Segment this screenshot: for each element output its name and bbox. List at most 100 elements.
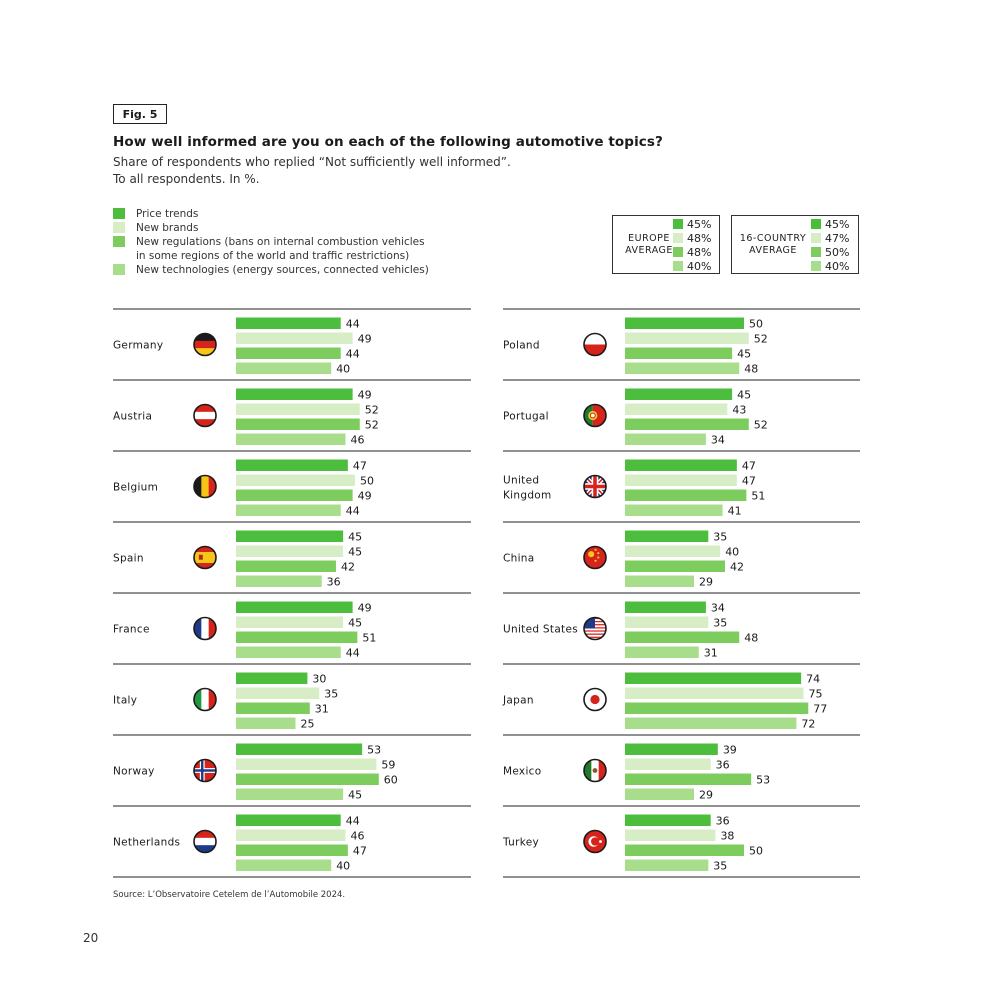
bar-turkey-new-technologies xyxy=(625,859,709,871)
country-label-turkey: Turkey xyxy=(502,837,539,849)
bar-value-belgium-new-brands: 50 xyxy=(360,475,374,488)
figure-label: Fig. 5 xyxy=(113,104,167,124)
flag-body xyxy=(194,404,216,427)
flag-stripe xyxy=(194,688,202,711)
bar-value-united-states-new-brands: 35 xyxy=(713,617,727,630)
flag-outline xyxy=(193,403,217,428)
norway-flag-icon xyxy=(193,758,217,783)
avg-value: 47% xyxy=(825,231,850,245)
flag-stripe xyxy=(201,475,209,498)
flag-stripe xyxy=(194,563,216,569)
flag-cross xyxy=(201,759,204,782)
legend-swatch xyxy=(113,236,125,247)
flag-star xyxy=(597,552,600,555)
flag-body xyxy=(194,759,216,782)
country-label-spain: Spain xyxy=(113,553,144,565)
flag-stripe xyxy=(194,404,216,413)
bar-netherlands-new-brands xyxy=(236,829,346,841)
avg-label-line-1: EUROPE xyxy=(628,233,670,244)
flag-cross xyxy=(584,483,606,490)
bar-value-belgium-new-technologies: 44 xyxy=(346,505,360,518)
bar-value-united-states-new-technologies: 31 xyxy=(704,647,718,660)
flag-outline xyxy=(193,758,217,783)
bar-value-mexico-new-regulations: 53 xyxy=(756,774,770,787)
bar-value-belgium-new-regulations: 49 xyxy=(358,490,372,503)
country16-average-label: 16-COUNTRY AVERAGE xyxy=(738,233,808,257)
bar-value-japan-price-trends: 74 xyxy=(806,673,820,686)
poland-flag-icon xyxy=(583,332,607,357)
bar-value-poland-new-regulations: 45 xyxy=(737,348,751,361)
flag-body xyxy=(194,688,216,711)
bar-value-portugal-price-trends: 45 xyxy=(737,389,751,402)
flag-outline xyxy=(583,687,607,712)
bar-norway-new-regulations xyxy=(236,773,379,785)
bar-china-new-brands xyxy=(625,545,721,557)
bar-united-states-price-trends xyxy=(625,601,706,613)
bar-china-new-regulations xyxy=(625,560,725,572)
flag-stripe xyxy=(584,622,606,625)
flag-body xyxy=(194,830,216,853)
page-number: 20 xyxy=(83,931,99,945)
uk-flag-icon xyxy=(583,474,607,499)
bar-value-united-states-new-regulations: 48 xyxy=(744,632,758,645)
avg-value: 45% xyxy=(825,217,850,231)
flag-stripe xyxy=(194,830,216,839)
avg-label-line-2: AVERAGE xyxy=(749,245,797,256)
avg-swatch xyxy=(673,219,683,229)
subtitle-line-1: Share of respondents who replied “Not su… xyxy=(113,155,511,169)
flag-bg xyxy=(194,759,216,782)
bar-value-turkey-new-technologies: 35 xyxy=(713,860,727,873)
bar-norway-price-trends xyxy=(236,743,363,755)
flag-body xyxy=(584,546,606,569)
avg-label-line-2: AVERAGE xyxy=(625,245,673,256)
bar-value-france-new-technologies: 44 xyxy=(346,647,360,660)
flag-outline xyxy=(583,474,607,499)
avg-value: 40% xyxy=(825,259,850,273)
flag-outline xyxy=(583,829,607,854)
bar-austria-new-technologies xyxy=(236,433,346,445)
subtitle-line-2: To all respondents. In %. xyxy=(113,172,260,186)
bar-value-france-new-brands: 45 xyxy=(348,617,362,630)
bar-united-states-new-regulations xyxy=(625,631,740,643)
bar-norway-new-brands xyxy=(236,758,377,770)
bar-value-austria-new-regulations: 52 xyxy=(365,419,379,432)
bar-poland-new-technologies xyxy=(625,362,740,374)
flag-body xyxy=(584,688,606,711)
bar-netherlands-new-regulations xyxy=(236,844,348,856)
legend-swatch xyxy=(113,208,125,219)
bar-value-germany-new-regulations: 44 xyxy=(346,348,360,361)
bar-value-germany-price-trends: 44 xyxy=(346,318,360,331)
legend-label-line-1: New regulations (bans on internal combus… xyxy=(136,236,425,248)
avg-value: 48% xyxy=(687,231,712,245)
flag-body xyxy=(194,546,216,569)
source-note: Source: L’Observatoire Cetelem de l’Auto… xyxy=(113,890,346,900)
bar-turkey-new-brands xyxy=(625,829,716,841)
bar-germany-new-regulations xyxy=(236,347,341,359)
country-label-united-states: United States xyxy=(503,624,578,636)
country-label-japan: Japan xyxy=(502,695,534,707)
flag-outline xyxy=(583,758,607,783)
bar-united-states-new-brands xyxy=(625,616,709,628)
mexico-flag-icon xyxy=(583,758,607,783)
country16-average-price-trends: 45% xyxy=(811,217,849,231)
bar-value-poland-new-brands: 52 xyxy=(754,333,768,346)
flag-stripe xyxy=(584,630,606,632)
bar-value-portugal-new-technologies: 34 xyxy=(711,434,725,447)
bar-norway-new-technologies xyxy=(236,788,344,800)
europe-average-new-brands: 48% xyxy=(673,231,711,245)
flag-stripe xyxy=(584,619,606,621)
bar-value-norway-new-brands: 59 xyxy=(381,759,395,772)
flag-diag xyxy=(584,475,606,498)
flag-cross xyxy=(194,769,216,772)
bar-value-germany-new-technologies: 40 xyxy=(336,363,350,376)
bar-value-turkey-new-brands: 38 xyxy=(720,830,734,843)
bar-austria-new-brands xyxy=(236,403,360,415)
flag-outline xyxy=(583,616,607,641)
belgium-flag-icon xyxy=(193,474,217,499)
bar-belgium-price-trends xyxy=(236,459,348,471)
bar-value-japan-new-brands: 75 xyxy=(809,688,823,701)
flag-stripe xyxy=(592,404,606,427)
country16-average-new-regulations: 50% xyxy=(811,245,849,259)
avg-swatch xyxy=(811,247,821,257)
bar-mexico-new-technologies xyxy=(625,788,695,800)
